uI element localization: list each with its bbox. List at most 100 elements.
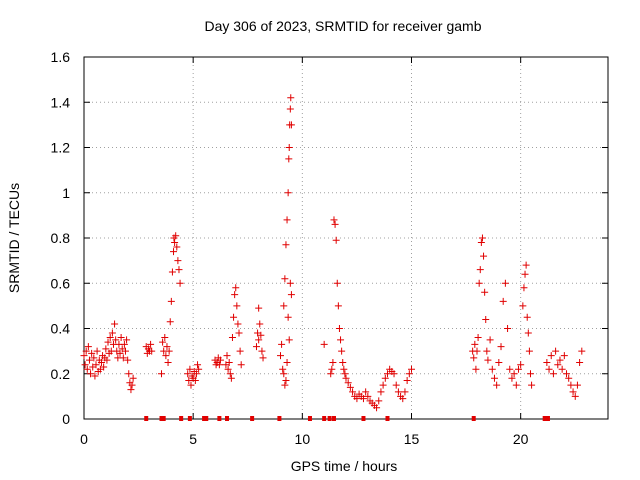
data-point [565, 374, 573, 382]
ticks: 0 0.2 0.4 0.6 0.8 1 1.2 1.4 1.6 0 5 10 15 20 [51, 49, 608, 447]
data-point [379, 381, 387, 389]
data-point [129, 374, 137, 382]
data-point [285, 155, 293, 163]
data-point [399, 395, 407, 403]
data-point [403, 377, 411, 385]
data-point [174, 257, 182, 265]
data-point [186, 365, 194, 373]
zero-marker [204, 416, 209, 421]
data-point [560, 352, 568, 360]
data-point [280, 302, 288, 310]
data-point [88, 349, 96, 357]
data-point [163, 343, 171, 351]
data-point [172, 232, 180, 240]
data-point [233, 302, 241, 310]
data-point [471, 340, 479, 348]
data-point [519, 302, 527, 310]
data-point [377, 388, 385, 396]
data-point [225, 358, 233, 366]
data-point [478, 234, 486, 242]
data-point [165, 347, 173, 355]
data-point [93, 347, 101, 355]
data-point [120, 340, 128, 348]
x-axis-label: GPS time / hours [291, 458, 398, 474]
y-axis-label: SRMTID / TECUs [6, 183, 22, 293]
data-point [394, 388, 402, 396]
data-point [123, 336, 131, 344]
data-point [330, 216, 338, 224]
plot-frame [83, 56, 609, 420]
data-point [286, 105, 294, 113]
data-point [481, 288, 489, 296]
data-point [353, 395, 361, 403]
data-point [176, 279, 184, 287]
data-point [279, 365, 287, 373]
zero-marker [144, 416, 149, 421]
data-point [277, 352, 284, 360]
data-point [287, 291, 295, 299]
data-point [167, 297, 175, 305]
data-point [111, 320, 119, 328]
data-point [528, 381, 536, 389]
data-point [187, 381, 195, 389]
data-point [495, 358, 503, 366]
data-point [493, 381, 501, 389]
data-point [124, 356, 132, 364]
data-point [185, 377, 193, 385]
data-point [256, 320, 264, 328]
data-point [344, 379, 352, 387]
data-point [346, 383, 354, 391]
data-point [85, 356, 93, 364]
data-point [490, 374, 498, 382]
data-point [569, 388, 577, 396]
zero-marker [545, 416, 550, 421]
data-point [284, 189, 292, 197]
data-point [125, 370, 133, 378]
data-point [556, 356, 564, 364]
data-point [327, 370, 335, 378]
data-point [282, 241, 290, 249]
data-point [226, 370, 234, 378]
data-point [106, 334, 114, 342]
data-point [477, 239, 485, 247]
data-point [215, 361, 223, 369]
data-point [285, 144, 293, 151]
data-point [255, 336, 263, 344]
data-point [359, 395, 367, 403]
data-point [383, 370, 391, 378]
data-point [191, 377, 199, 385]
data-point [285, 336, 293, 344]
data-point [102, 345, 110, 353]
data-point [259, 354, 267, 362]
data-point [224, 365, 232, 373]
zero-marker [217, 416, 222, 421]
data-point [329, 358, 337, 366]
data-point [257, 331, 265, 339]
data-point [482, 315, 490, 323]
data-point [517, 361, 525, 369]
data-point [480, 252, 488, 260]
data-point [116, 349, 124, 357]
data-point [90, 354, 98, 362]
data-point [103, 356, 111, 364]
chart-title: Day 306 of 2023, SRMTID for receiver gam… [204, 18, 481, 34]
data-point [364, 392, 372, 400]
data-point [521, 270, 529, 278]
data-point [474, 334, 482, 342]
data-point [486, 336, 494, 344]
data-point [281, 381, 289, 389]
data-point [147, 340, 155, 348]
data-point [170, 248, 178, 256]
data-point [195, 365, 203, 373]
data-point [237, 361, 245, 369]
data-point [504, 325, 512, 332]
x-tick-label: 20 [513, 431, 529, 447]
data-point [508, 374, 516, 382]
data-point [127, 386, 135, 394]
data-point [523, 313, 531, 321]
y-tick-label: 0.2 [51, 366, 71, 382]
data-point [573, 381, 581, 389]
x-tick-label: 10 [295, 431, 311, 447]
data-point [194, 361, 202, 369]
data-point [526, 370, 534, 378]
